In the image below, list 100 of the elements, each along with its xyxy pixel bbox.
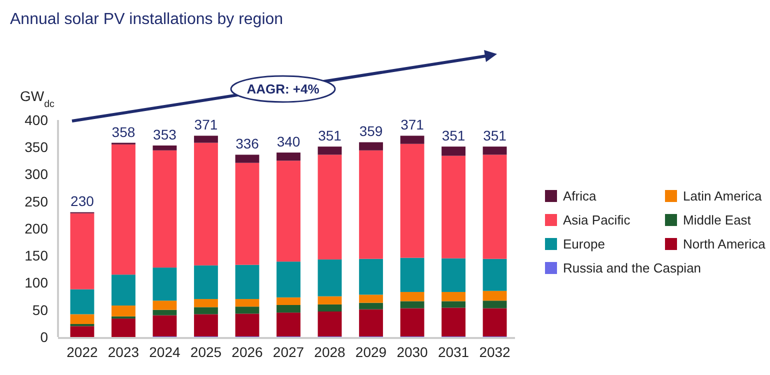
total-label: 230 xyxy=(70,193,94,210)
bar xyxy=(318,259,342,296)
bar xyxy=(359,309,383,336)
y-tick-label: 400 xyxy=(24,112,48,128)
bar xyxy=(152,268,177,301)
bar xyxy=(400,308,424,336)
bar xyxy=(235,306,260,314)
bar xyxy=(276,297,300,305)
total-label: 351 xyxy=(483,128,507,144)
y-tick-label: 300 xyxy=(24,166,48,182)
bar xyxy=(70,324,94,326)
total-label: 371 xyxy=(400,116,424,133)
bar xyxy=(112,316,136,319)
x-tick-label: 2030 xyxy=(396,344,428,360)
total-label: 371 xyxy=(194,116,218,133)
bar xyxy=(112,144,136,275)
x-tick-label: 2025 xyxy=(190,344,222,360)
bar xyxy=(400,258,424,292)
bar xyxy=(482,146,507,155)
y-tick-label: 0 xyxy=(40,328,48,345)
total-label: 351 xyxy=(442,128,466,144)
legend-label: Russia and the Caspian xyxy=(563,260,702,276)
bar xyxy=(235,264,260,300)
bar xyxy=(112,318,136,337)
bar xyxy=(70,326,94,337)
x-tick-label: 2023 xyxy=(108,344,140,360)
x-tick-label: 2029 xyxy=(355,344,387,360)
bar xyxy=(359,142,383,150)
y-tick-label: 250 xyxy=(24,193,48,210)
legend-label: Latin America xyxy=(683,188,763,204)
y-tick-label: 50 xyxy=(32,302,48,318)
bar xyxy=(400,292,424,302)
bar xyxy=(442,301,466,308)
bar xyxy=(276,312,300,336)
bar xyxy=(359,150,383,259)
total-label: 358 xyxy=(112,124,136,140)
bar xyxy=(276,262,300,298)
bar xyxy=(442,258,466,292)
bar xyxy=(70,314,94,324)
bar xyxy=(442,156,466,258)
bar xyxy=(70,213,94,290)
bar xyxy=(318,304,342,312)
bar xyxy=(442,292,466,302)
x-tick-label: 2027 xyxy=(272,344,304,360)
bar xyxy=(482,154,507,259)
bar xyxy=(152,315,177,336)
bar xyxy=(400,301,424,308)
bar xyxy=(318,154,342,260)
bar xyxy=(194,314,218,336)
bar xyxy=(482,258,507,291)
bar xyxy=(235,299,260,307)
bar xyxy=(359,258,383,295)
bar xyxy=(152,145,177,150)
bar xyxy=(235,162,260,265)
bar xyxy=(112,274,136,306)
legend-label: Europe xyxy=(563,236,605,252)
total-label: 353 xyxy=(153,126,177,142)
bar xyxy=(400,136,424,144)
legend-label: Asia Pacific xyxy=(563,212,631,228)
total-label: 359 xyxy=(359,123,383,140)
bar xyxy=(70,289,94,314)
chart-title: Annual solar PV installations by region xyxy=(10,11,284,28)
bar xyxy=(442,146,466,156)
y-tick-label: 150 xyxy=(24,248,48,264)
y-tick-label: 200 xyxy=(24,220,48,236)
bar xyxy=(194,265,218,300)
bar xyxy=(152,150,177,268)
x-tick-label: 2032 xyxy=(479,344,511,360)
bar xyxy=(318,296,342,304)
bar xyxy=(276,152,300,161)
bar xyxy=(359,302,383,310)
bar xyxy=(235,154,260,163)
bar xyxy=(482,300,507,308)
x-tick-label: 2031 xyxy=(438,344,470,360)
x-tick-label: 2024 xyxy=(149,344,181,360)
y-tick-label: 350 xyxy=(24,139,48,156)
bar xyxy=(194,136,218,143)
bar xyxy=(152,300,177,310)
bar xyxy=(318,312,342,336)
x-tick-label: 2028 xyxy=(314,344,346,360)
total-label: 351 xyxy=(318,128,342,144)
bar xyxy=(152,310,177,316)
x-tick-label: 2022 xyxy=(66,344,98,360)
bar xyxy=(400,144,424,258)
legend-label: Middle East xyxy=(683,212,752,228)
bar xyxy=(442,308,466,336)
y-tick-label: 100 xyxy=(24,274,48,291)
legend-label: Africa xyxy=(563,188,597,204)
bar xyxy=(482,290,507,301)
bar xyxy=(235,314,260,336)
bar xyxy=(112,306,136,316)
text: AAGR: +4% xyxy=(246,82,320,97)
bar xyxy=(276,160,300,262)
bar xyxy=(276,304,300,313)
total-label: 336 xyxy=(236,136,260,152)
y-axis-title: GW$_{dc}$ xyxy=(20,88,55,110)
bar xyxy=(482,308,507,336)
bar xyxy=(318,146,342,155)
bar xyxy=(194,142,218,266)
legend-label: North America xyxy=(683,236,766,252)
